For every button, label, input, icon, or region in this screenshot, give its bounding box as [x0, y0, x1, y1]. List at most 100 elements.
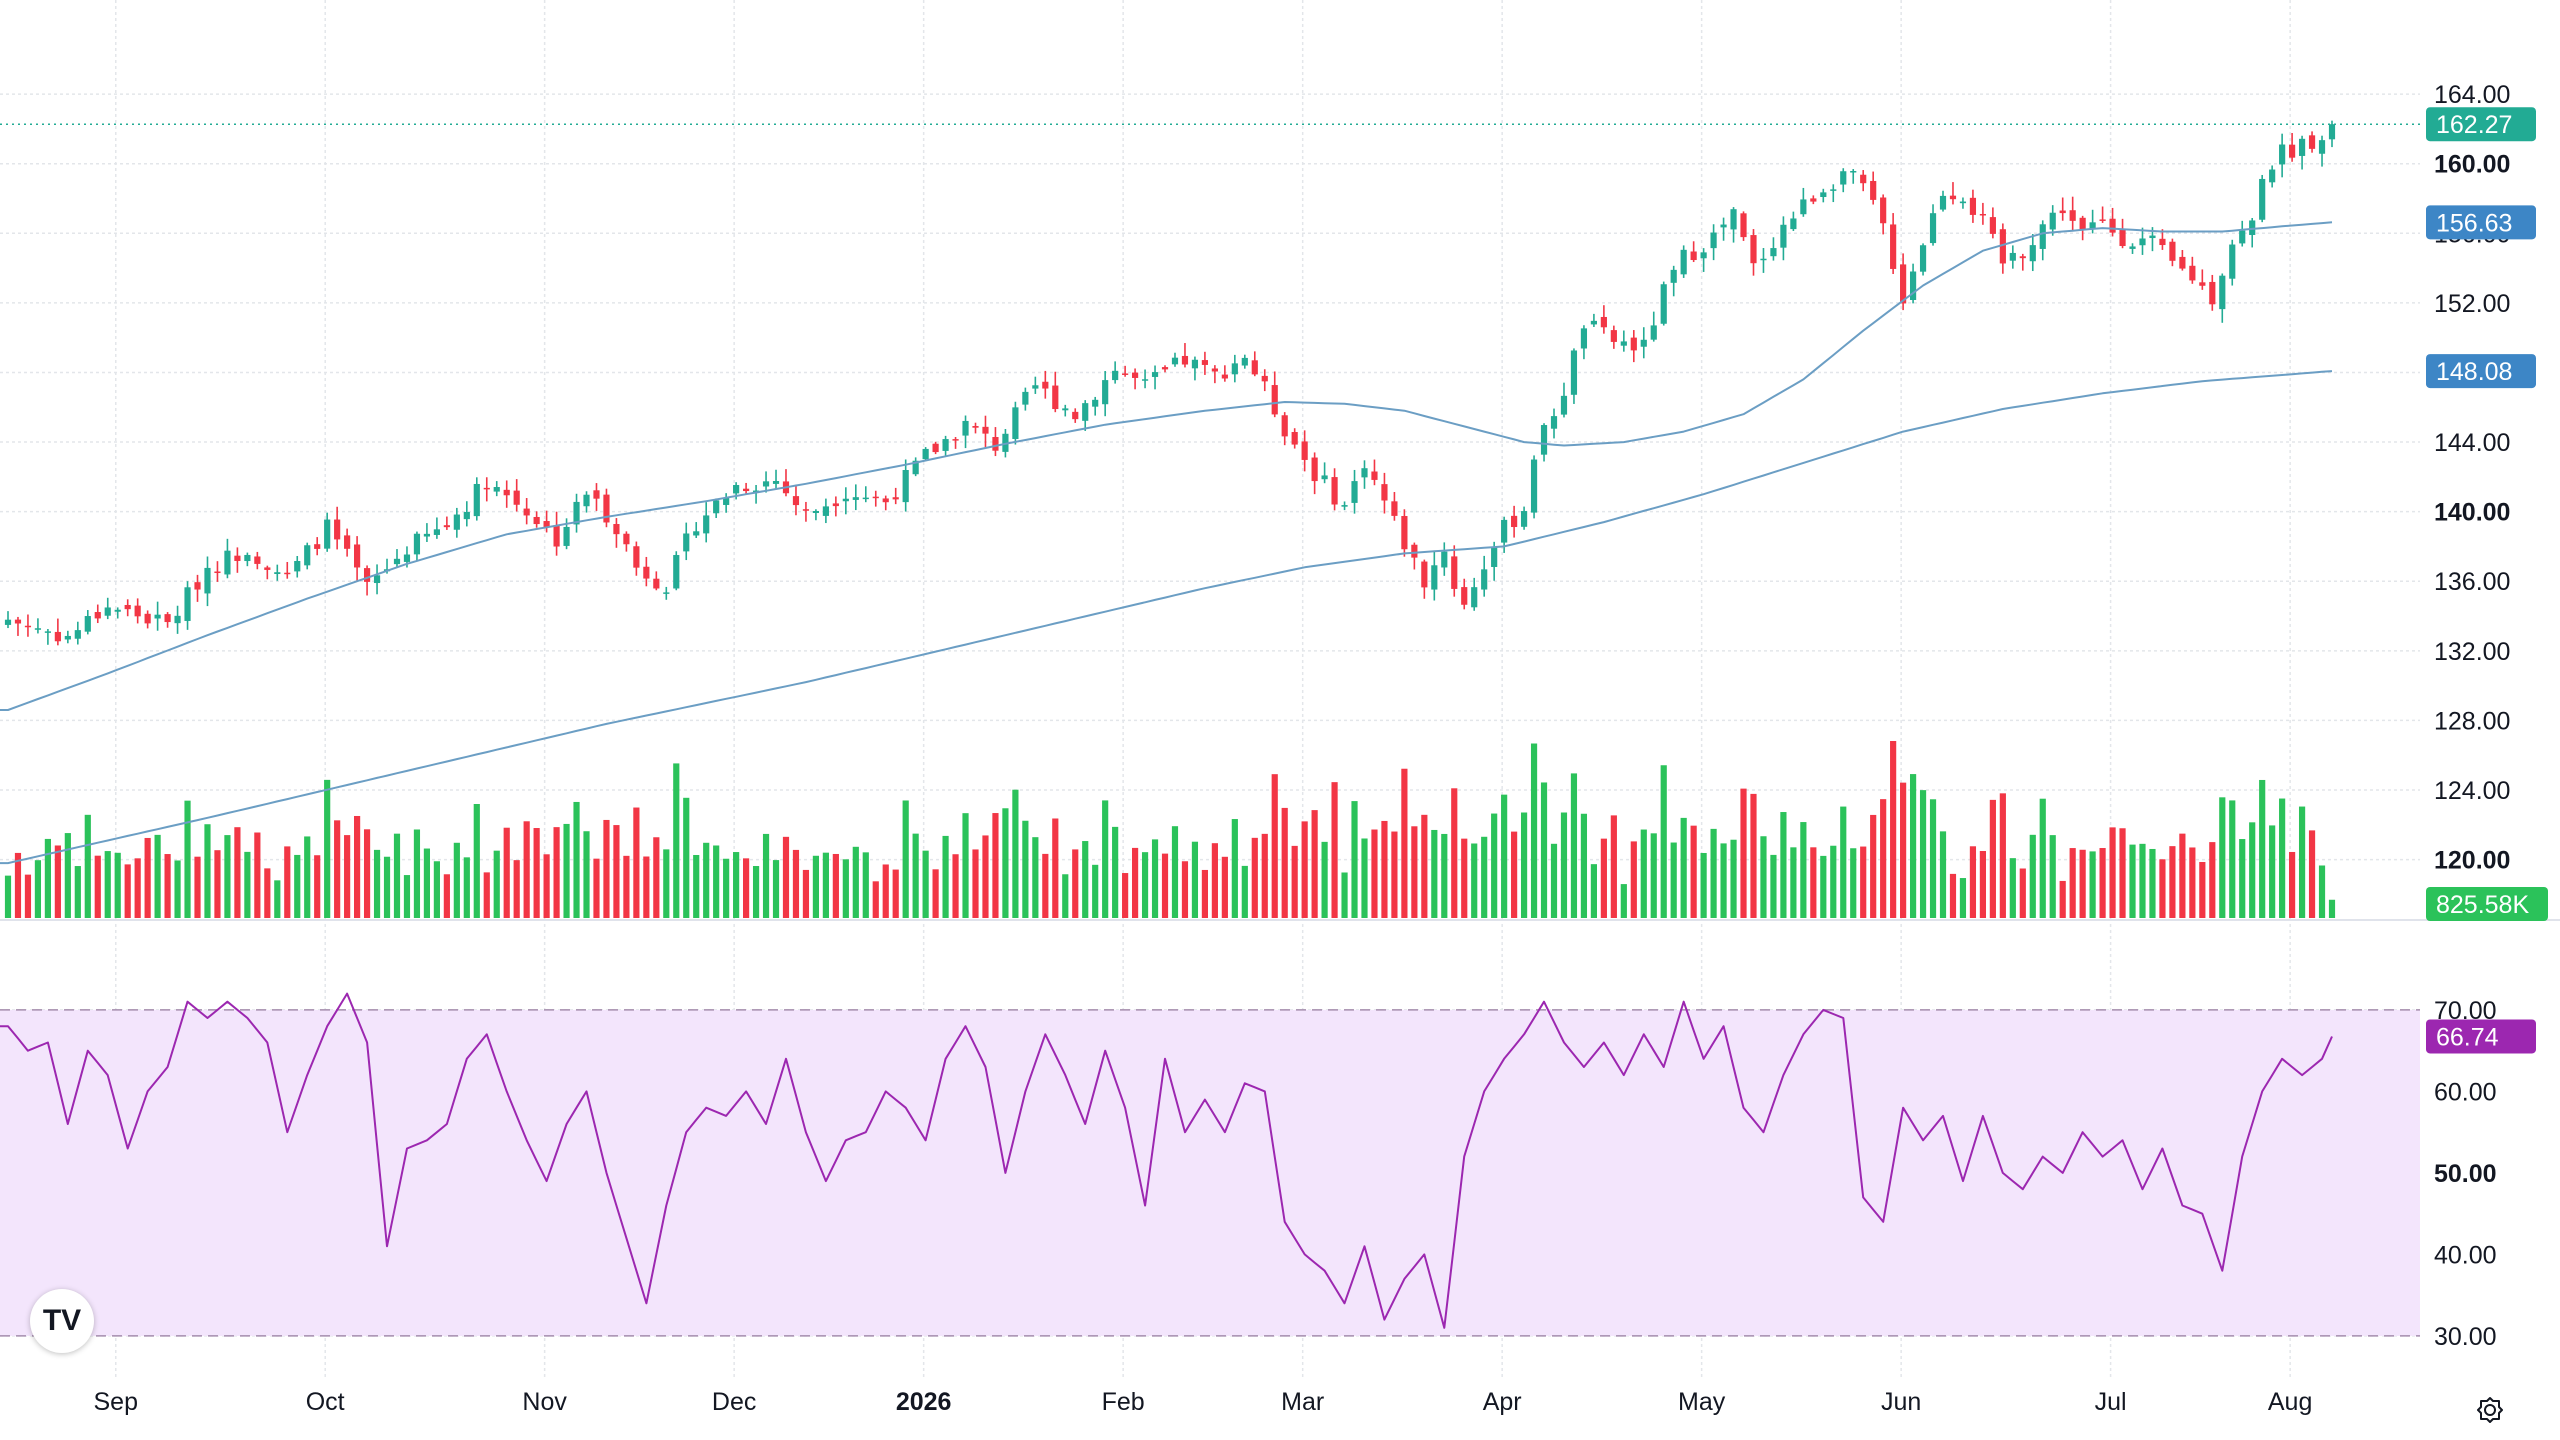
- candle-body: [393, 558, 401, 565]
- candle-body: [1770, 248, 1777, 257]
- candle-body: [1042, 381, 1049, 389]
- candle: [1102, 371, 1109, 417]
- candle: [1919, 243, 1927, 276]
- volume-bar: [1750, 793, 1757, 918]
- volume-bar: [1580, 813, 1588, 918]
- candle: [2169, 238, 2176, 267]
- volume-bar: [1511, 831, 1518, 918]
- candle-body: [752, 490, 760, 493]
- candle-body: [324, 519, 331, 549]
- candle: [254, 551, 261, 570]
- candle: [872, 490, 879, 507]
- volume-bar: [2129, 844, 2136, 918]
- candle: [1840, 168, 1847, 193]
- candle: [1880, 194, 1887, 235]
- candle-body: [2029, 245, 2036, 262]
- candle-body: [433, 529, 440, 535]
- candle-body: [1171, 357, 1179, 365]
- candle: [1471, 577, 1478, 611]
- time-tick-label: Feb: [1102, 1388, 1145, 1416]
- candle-body: [1600, 316, 1607, 328]
- volume-bar: [673, 763, 680, 918]
- candle: [1032, 376, 1039, 394]
- volume-bar: [1002, 808, 1009, 918]
- volume-label: 825.58K: [2436, 891, 2529, 919]
- volume-bar: [254, 832, 261, 918]
- volume-bar: [2179, 833, 2186, 918]
- candle: [1451, 545, 1458, 597]
- gear-icon: [2477, 1397, 2503, 1423]
- candle-body: [1311, 457, 1318, 482]
- tradingview-logo-icon[interactable]: TV: [30, 1289, 94, 1353]
- volume-bar: [1251, 837, 1258, 918]
- volume-bar: [284, 846, 291, 918]
- candle-body: [2328, 124, 2336, 140]
- settings-gear-icon[interactable]: [2472, 1392, 2508, 1428]
- price-axis[interactable]: 164.00160.00156.00152.00148.00144.00140.…: [2434, 81, 2510, 875]
- candle: [1640, 327, 1647, 359]
- time-axis[interactable]: Sep Oct Nov Dec 2026 Feb Mar Apr May Jun Jul Aug: [94, 1388, 2313, 1416]
- candle-body: [2139, 238, 2146, 246]
- candle-body: [2059, 210, 2066, 214]
- volume-bar: [533, 828, 540, 918]
- volume-bar: [204, 824, 211, 918]
- candle: [1760, 247, 1767, 273]
- candle: [44, 629, 51, 645]
- candle: [373, 564, 381, 595]
- candle: [1780, 216, 1787, 261]
- volume-bar: [2059, 880, 2066, 918]
- candle-body: [882, 498, 889, 503]
- volume-bar: [593, 858, 600, 918]
- candle: [463, 501, 470, 527]
- volume-bar: [1630, 841, 1637, 918]
- candle: [1301, 430, 1308, 472]
- candlestick-series[interactable]: [4, 120, 2336, 646]
- volume-bar: [802, 869, 810, 918]
- volume-bar: [573, 801, 580, 918]
- volume-bar: [513, 860, 520, 918]
- candle: [2029, 234, 2036, 272]
- candle: [842, 487, 849, 515]
- candle: [124, 599, 131, 617]
- ma-fast-line: [0, 221, 2333, 711]
- volume-bar: [2328, 899, 2336, 918]
- candle: [1820, 188, 1827, 203]
- candle-body: [703, 515, 710, 534]
- volume-bar: [84, 814, 91, 918]
- volume-bar: [114, 852, 121, 918]
- volume-bar: [1550, 843, 1558, 918]
- volume-bar: [1032, 837, 1039, 918]
- candle-body: [94, 612, 101, 619]
- candle: [982, 415, 989, 448]
- volume-bar: [503, 827, 510, 918]
- candle-body: [1670, 269, 1677, 283]
- candle-body: [1411, 544, 1418, 558]
- candle-body: [314, 544, 321, 549]
- candle-body: [1141, 379, 1149, 381]
- candle-body: [772, 481, 780, 484]
- candle: [1181, 343, 1189, 368]
- candle-body: [2129, 246, 2136, 249]
- candle: [633, 541, 640, 576]
- candle: [244, 552, 251, 567]
- candle-body: [2119, 229, 2126, 247]
- candle-body: [2159, 238, 2166, 246]
- candle: [523, 498, 530, 525]
- volume-bar: [1291, 845, 1298, 918]
- volume-bar: [1161, 853, 1169, 918]
- candle: [962, 415, 969, 449]
- volume-bar: [1191, 841, 1199, 918]
- candle: [1770, 237, 1777, 261]
- candle: [1441, 542, 1448, 576]
- candle: [2069, 196, 2076, 231]
- candle-body: [1969, 197, 1977, 215]
- volume-bar: [403, 875, 411, 918]
- candle: [1022, 387, 1029, 411]
- candle-body: [653, 578, 660, 589]
- candle-body: [1570, 350, 1578, 395]
- volume-bar: [2189, 847, 2196, 918]
- candle-body: [2229, 244, 2236, 279]
- volume-bar: [752, 866, 760, 918]
- candle: [1690, 241, 1697, 263]
